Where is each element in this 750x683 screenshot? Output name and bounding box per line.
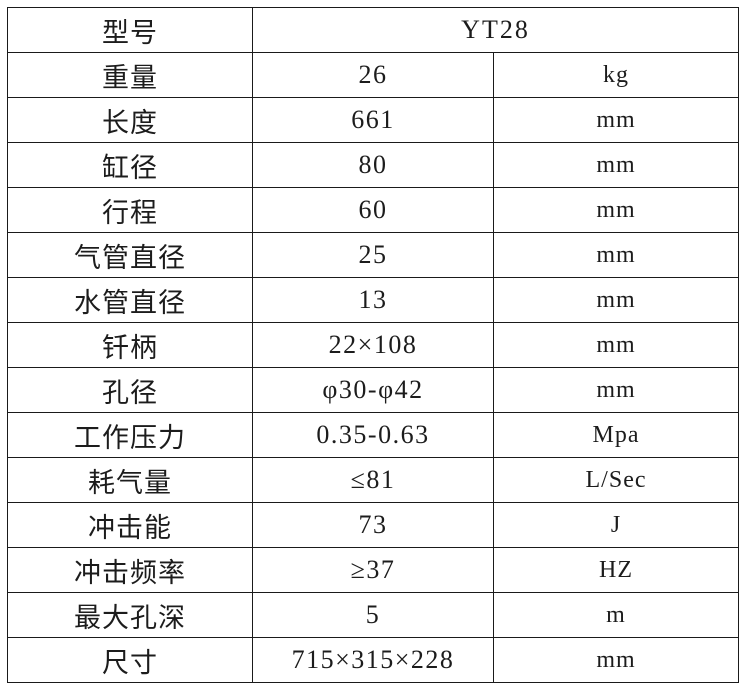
- table-row: 长度 661 mm: [7, 97, 740, 143]
- table-row: 冲击能 73 J: [7, 502, 740, 548]
- table-row: 缸径 80 mm: [7, 142, 740, 188]
- cell-parameter-unit: mm: [492, 322, 740, 368]
- cell-parameter-name: 冲击频率: [7, 547, 253, 593]
- cell-parameter-value: ≤81: [252, 457, 494, 503]
- cell-parameter-unit: HZ: [492, 547, 740, 593]
- cell-parameter-unit: mm: [492, 187, 740, 233]
- cell-parameter-name: 工作压力: [7, 412, 253, 458]
- table-row: 钎柄 22×108 mm: [7, 322, 740, 368]
- cell-parameter-value: 73: [252, 502, 494, 548]
- table-row: 行程 60 mm: [7, 187, 740, 233]
- cell-parameter-unit: mm: [492, 637, 740, 683]
- table-row: 孔径 φ30-φ42 mm: [7, 367, 740, 413]
- cell-parameter-unit: kg: [492, 52, 740, 98]
- cell-parameter-name: 缸径: [7, 142, 253, 188]
- table-row: 工作压力 0.35-0.63 Mpa: [7, 412, 740, 458]
- cell-model-value: YT28: [251, 7, 740, 53]
- cell-parameter-value: ≥37: [252, 547, 494, 593]
- cell-parameter-value: 26: [252, 52, 494, 98]
- cell-parameter-name: 耗气量: [7, 457, 253, 503]
- cell-parameter-value: 60: [252, 187, 494, 233]
- cell-parameter-value: 5: [252, 592, 494, 638]
- cell-parameter-name: 钎柄: [7, 322, 253, 368]
- cell-parameter-value: 80: [252, 142, 494, 188]
- cell-parameter-unit: mm: [492, 277, 740, 323]
- table-row-model: 型号 YT28: [7, 7, 740, 53]
- cell-parameter-name: 孔径: [7, 367, 253, 413]
- cell-parameter-unit: mm: [492, 142, 740, 188]
- cell-parameter-value: 0.35-0.63: [252, 412, 494, 458]
- cell-parameter-name: 行程: [7, 187, 253, 233]
- cell-parameter-unit: J: [492, 502, 740, 548]
- cell-parameter-value: 13: [252, 277, 494, 323]
- cell-parameter-value: 25: [252, 232, 494, 278]
- table-row: 气管直径 25 mm: [7, 232, 740, 278]
- table-row: 重量 26 kg: [7, 52, 740, 98]
- table-body: 型号 YT28 重量 26 kg 长度 661 mm 缸径 80 mm 行程 6…: [7, 7, 740, 683]
- cell-parameter-value: 715×315×228: [252, 637, 494, 683]
- cell-parameter-name: 水管直径: [7, 277, 253, 323]
- cell-parameter-unit: L/Sec: [492, 457, 740, 503]
- cell-parameter-name: 型号: [7, 7, 253, 53]
- cell-parameter-value: 22×108: [252, 322, 494, 368]
- table-row: 耗气量 ≤81 L/Sec: [7, 457, 740, 503]
- table-row: 水管直径 13 mm: [7, 277, 740, 323]
- cell-parameter-value: 661: [252, 97, 494, 143]
- specification-table: 型号 YT28 重量 26 kg 长度 661 mm 缸径 80 mm 行程 6…: [7, 7, 740, 683]
- cell-parameter-unit: mm: [492, 232, 740, 278]
- table-row: 尺寸 715×315×228 mm: [7, 637, 740, 683]
- cell-parameter-unit: mm: [492, 97, 740, 143]
- cell-parameter-name: 尺寸: [7, 637, 253, 683]
- table-row: 冲击频率 ≥37 HZ: [7, 547, 740, 593]
- cell-parameter-name: 长度: [7, 97, 253, 143]
- cell-parameter-name: 冲击能: [7, 502, 253, 548]
- cell-parameter-name: 最大孔深: [7, 592, 253, 638]
- cell-parameter-unit: Mpa: [492, 412, 740, 458]
- cell-parameter-unit: mm: [492, 367, 740, 413]
- cell-parameter-name: 气管直径: [7, 232, 253, 278]
- cell-parameter-unit: m: [492, 592, 740, 638]
- cell-parameter-name: 重量: [7, 52, 253, 98]
- table-row: 最大孔深 5 m: [7, 592, 740, 638]
- cell-parameter-value: φ30-φ42: [252, 367, 494, 413]
